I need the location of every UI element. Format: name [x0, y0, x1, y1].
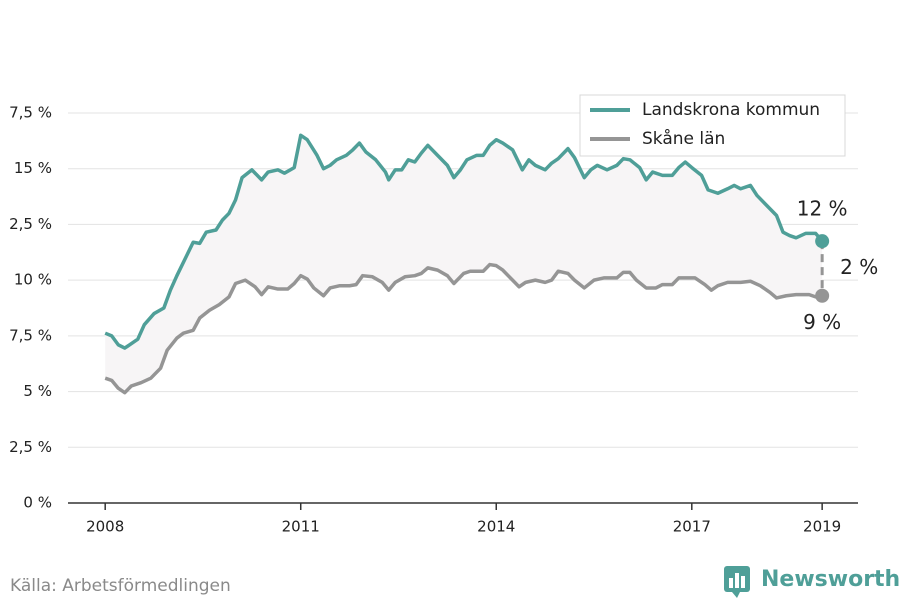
x-tick-label: 2019 — [803, 518, 841, 536]
legend: Landskrona kommun Skåne län — [579, 94, 846, 157]
end-label: 9 % — [803, 310, 841, 334]
y-tick-label: 15 % — [14, 159, 52, 177]
x-tick-label: 2014 — [477, 518, 515, 536]
x-tick-label: 2008 — [86, 518, 124, 536]
y-tick-label: 2,5 % — [9, 215, 52, 233]
logo-text: Newsworthy — [761, 567, 900, 592]
legend-label: Skåne län — [642, 128, 725, 149]
x-tick-label: 2011 — [282, 518, 320, 536]
y-tick-label: 7,5 % — [9, 326, 52, 344]
source: Källa: Arbetsförmedlingen — [10, 576, 231, 596]
y-tick-label: 7,5 % — [9, 104, 52, 122]
line — [104, 133, 824, 350]
logo-bar — [729, 578, 733, 588]
line — [104, 262, 823, 395]
end-point — [815, 288, 830, 303]
logo-bar — [741, 576, 745, 588]
y-tick-label: 2,5 % — [9, 438, 52, 456]
legend-label: Landskrona kommun — [642, 100, 820, 120]
y-tick-label: 10 % — [14, 271, 52, 289]
y-tick-label: 5 % — [23, 382, 52, 400]
y-tick-label: 0 % — [23, 494, 52, 512]
x-tick-label: 2017 — [673, 518, 711, 536]
range-fill — [105, 135, 823, 393]
end-point — [815, 234, 830, 249]
logo-bar — [735, 573, 739, 588]
legend-box — [579, 94, 846, 157]
end-label: 12 % — [797, 197, 848, 221]
difference-label: 2 % — [840, 255, 878, 279]
logo: Newsworthy — [724, 566, 900, 598]
logo-tail — [732, 592, 740, 598]
